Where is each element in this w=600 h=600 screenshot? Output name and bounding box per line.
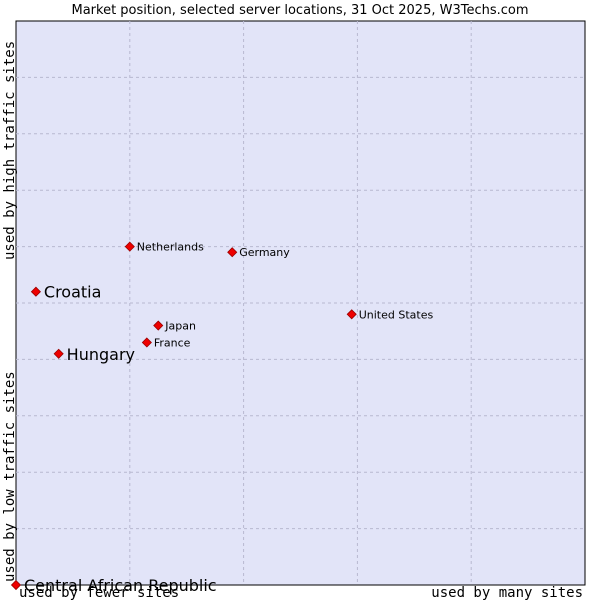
point-united-states: United States [346,308,434,321]
point-label: Germany [239,246,290,259]
point-central-african-republic: Central African Republic [10,576,217,595]
point-marker [53,348,64,359]
y-axis-high-label: used by high traffic sites [2,41,18,260]
point-marker [124,241,135,252]
point-marker [141,337,152,348]
data-points: Netherlands Germany Croatia United States Ja… [10,241,434,595]
point-label: Hungary [67,345,135,364]
y-axis-low-label: used by low traffic sites [2,371,18,582]
point-hungary: Hungary [53,345,135,364]
gridlines [16,21,585,585]
point-japan: Japan [153,320,196,333]
point-label: Japan [164,320,196,333]
point-marker [10,579,22,591]
point-label: France [154,336,191,349]
x-axis-low-label: used by fewer sites [19,585,179,600]
point-netherlands: Netherlands [124,241,204,254]
point-marker [30,286,41,297]
point-germany: Germany [227,246,290,259]
point-croatia: Croatia [30,283,102,302]
point-label: Central African Republic [24,576,217,595]
point-france: France [141,336,191,349]
point-label: Netherlands [137,241,204,254]
point-label: United States [359,308,434,321]
point-label: Croatia [44,283,102,302]
chart-title: Market position, selected server locatio… [71,3,528,18]
x-axis-high-label: used by many sites [431,585,583,600]
point-marker [227,247,238,258]
point-marker [153,320,164,331]
point-marker [346,309,357,320]
